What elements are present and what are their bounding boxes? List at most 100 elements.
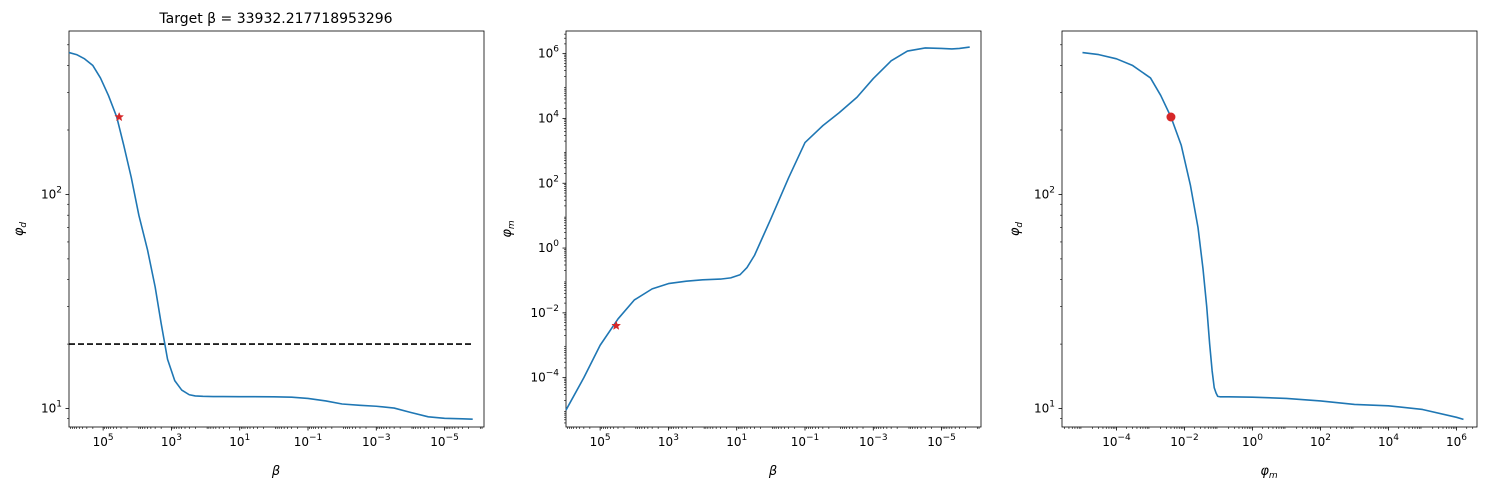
y-tick-label-base: 10 [1034,402,1049,416]
x-tick-label-exponent: 0 [1257,433,1263,443]
y-tick-label-exponent: 1 [1049,400,1055,410]
x-tick-label-base: 10 [362,435,377,449]
y-tick-label: 101 [1034,400,1055,416]
series-line [565,46,970,411]
y-tick-label-exponent: 0 [553,239,559,249]
x-tick-label-exponent: 1 [244,433,250,443]
series-line [1082,51,1464,421]
subplot-beta-vs-phi-m: β φm 105 103 101 10−1 10−3 10−510610410210010… [500,30,982,479]
x-axis-label: β [271,464,280,479]
x-tick-label-base: 10 [1102,435,1117,449]
y-tick-label-base: 10 [538,241,553,255]
x-tick-label-exponent: 1 [741,433,747,443]
plot-area-frame [565,30,982,428]
x-tick-label: 100 [1242,433,1263,449]
data-marks [565,46,970,411]
x-tick-label: 10−2 [1170,433,1199,449]
x-tick-label-base: 10 [229,435,244,449]
x-tick-label-exponent: −5 [943,433,956,443]
y-axis-label-subscript: d [1015,222,1025,228]
y-tick-label-exponent: 2 [553,174,559,184]
x-tick-label: 103 [658,433,679,449]
x-tick-label: 101 [229,433,250,449]
x-tick-label-exponent: 5 [605,433,611,443]
y-tick-label-exponent: −4 [546,369,560,379]
x-axis-label: φm [1260,464,1278,481]
y-tick-label-exponent: 2 [1049,185,1055,195]
x-tick-label-base: 10 [658,435,673,449]
y-tick-label-exponent: 6 [553,45,559,55]
x-tick-label: 10−1 [791,433,820,449]
chart-title: Target β = 33932.217718953296 [158,11,392,27]
y-axis-label: φd [1008,222,1025,237]
x-tick-label: 102 [1310,433,1331,449]
subplot-beta-vs-phi-d: Target β = 33932.217718953296 β φd 105 10… [12,11,485,479]
x-tick-label-exponent: 3 [176,433,182,443]
x-tick-label: 104 [1378,433,1399,449]
y-tick-label: 104 [538,109,559,125]
x-tick-label-base: 10 [1378,435,1393,449]
x-tick-label-exponent: 2 [1325,433,1331,443]
x-tick-label: 10−3 [859,433,888,449]
y-tick-label: 102 [538,174,559,190]
target-beta-star-marker [611,320,622,330]
y-tick-label: 101 [41,400,62,416]
y-tick-label: 10−4 [530,369,559,385]
x-tick-label-base: 10 [1170,435,1185,449]
y-axis-label-subscript: d [19,222,29,228]
x-tick-label: 10−5 [430,433,459,449]
x-tick-label-exponent: −1 [806,433,819,443]
y-tick-label: 102 [41,185,62,201]
y-tick-label-base: 10 [41,402,56,416]
x-tick-label: 10−1 [294,433,323,449]
data-marks [1082,51,1464,421]
x-tick-label-base: 10 [1242,435,1257,449]
x-tick-label-exponent: −1 [309,433,322,443]
x-tick-label-base: 10 [791,435,806,449]
y-tick-label-base: 10 [538,47,553,61]
x-tick-label-base: 10 [859,435,874,449]
y-tick-label-base: 10 [530,306,545,320]
tick-marks: 105 103 101 10−1 10−3 10−510610410210010−210−… [530,33,980,449]
x-tick-label-exponent: −2 [1185,433,1198,443]
x-tick-label: 101 [726,433,747,449]
x-tick-label-base: 10 [927,435,942,449]
x-tick-label-base: 10 [590,435,605,449]
y-tick-label-base: 10 [538,176,553,190]
plot-area-frame [68,30,485,428]
y-tick-label: 106 [538,45,559,61]
target-beta-circle-marker [1166,112,1176,122]
y-tick-label-base: 10 [41,187,56,201]
x-axis-label: β [768,464,777,479]
x-tick-label-base: 10 [1310,435,1325,449]
y-axis-label: φm [500,220,517,238]
x-tick-label: 10−4 [1102,433,1131,449]
plot-area-frame [1061,30,1478,428]
x-tick-label-exponent: 3 [673,433,679,443]
y-tick-label-base: 10 [1034,187,1049,201]
y-tick-label: 102 [1034,185,1055,201]
x-tick-label-base: 10 [726,435,741,449]
x-tick-label-base: 10 [93,435,108,449]
y-axis-label: φd [12,222,29,237]
target-beta-star-marker [114,111,125,122]
x-tick-label-base: 10 [1446,435,1461,449]
y-tick-label-base: 10 [538,111,553,125]
y-tick-label-exponent: 1 [56,400,62,410]
y-tick-label: 10−2 [530,304,559,320]
x-tick-label: 105 [590,433,611,449]
y-tick-label-exponent: −2 [546,304,559,314]
x-tick-label-base: 10 [294,435,309,449]
x-tick-label-exponent: −3 [874,433,887,443]
x-tick-label-exponent: 5 [108,433,114,443]
x-tick-label-exponent: −3 [377,433,390,443]
y-tick-label-exponent: 4 [553,109,559,119]
y-axis-label-subscript: m [507,220,517,229]
x-tick-label-base: 10 [161,435,176,449]
y-tick-label: 100 [538,239,559,255]
x-tick-label: 106 [1446,433,1467,449]
